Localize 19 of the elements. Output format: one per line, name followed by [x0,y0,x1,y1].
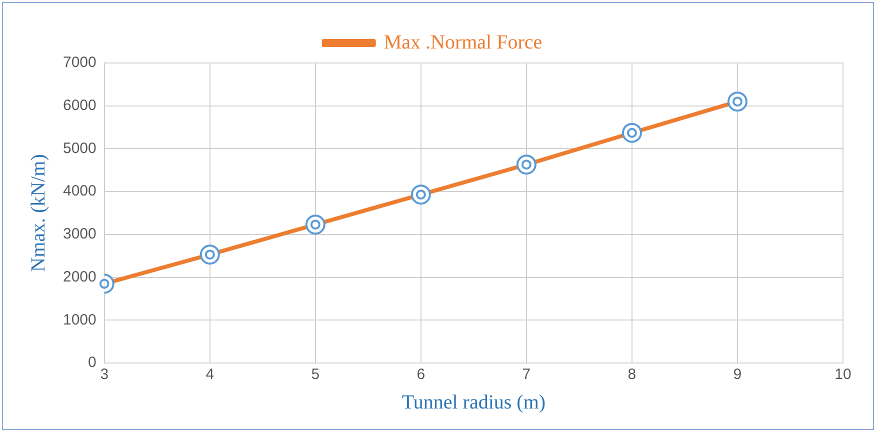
x-tick-label: 6 [416,366,426,384]
x-axis-title: Tunnel radius (m) [402,391,546,414]
y-tick-label: 2000 [62,268,96,286]
y-tick-label: 6000 [62,97,96,114]
x-tick-label: 3 [100,366,109,384]
y-tick-label: 4000 [62,182,96,200]
y-tick-label: 1000 [62,311,96,328]
y-tick-label: 3000 [62,226,96,243]
y-tick-label: 7000 [62,54,96,72]
x-tick-label: 8 [628,366,636,384]
x-tick-label: 10 [834,366,852,384]
y-axis-title: Nmax. (kN/m) [27,154,50,272]
y-tick-label: 5000 [62,140,96,157]
legend-label: Max .Normal Force [384,31,542,54]
x-tick-label: 5 [311,366,320,384]
y-tick-label: 0 [88,354,96,372]
x-tick-label: 4 [206,366,214,384]
x-tick-label: 7 [522,366,531,384]
x-tick-label: 9 [733,366,742,384]
